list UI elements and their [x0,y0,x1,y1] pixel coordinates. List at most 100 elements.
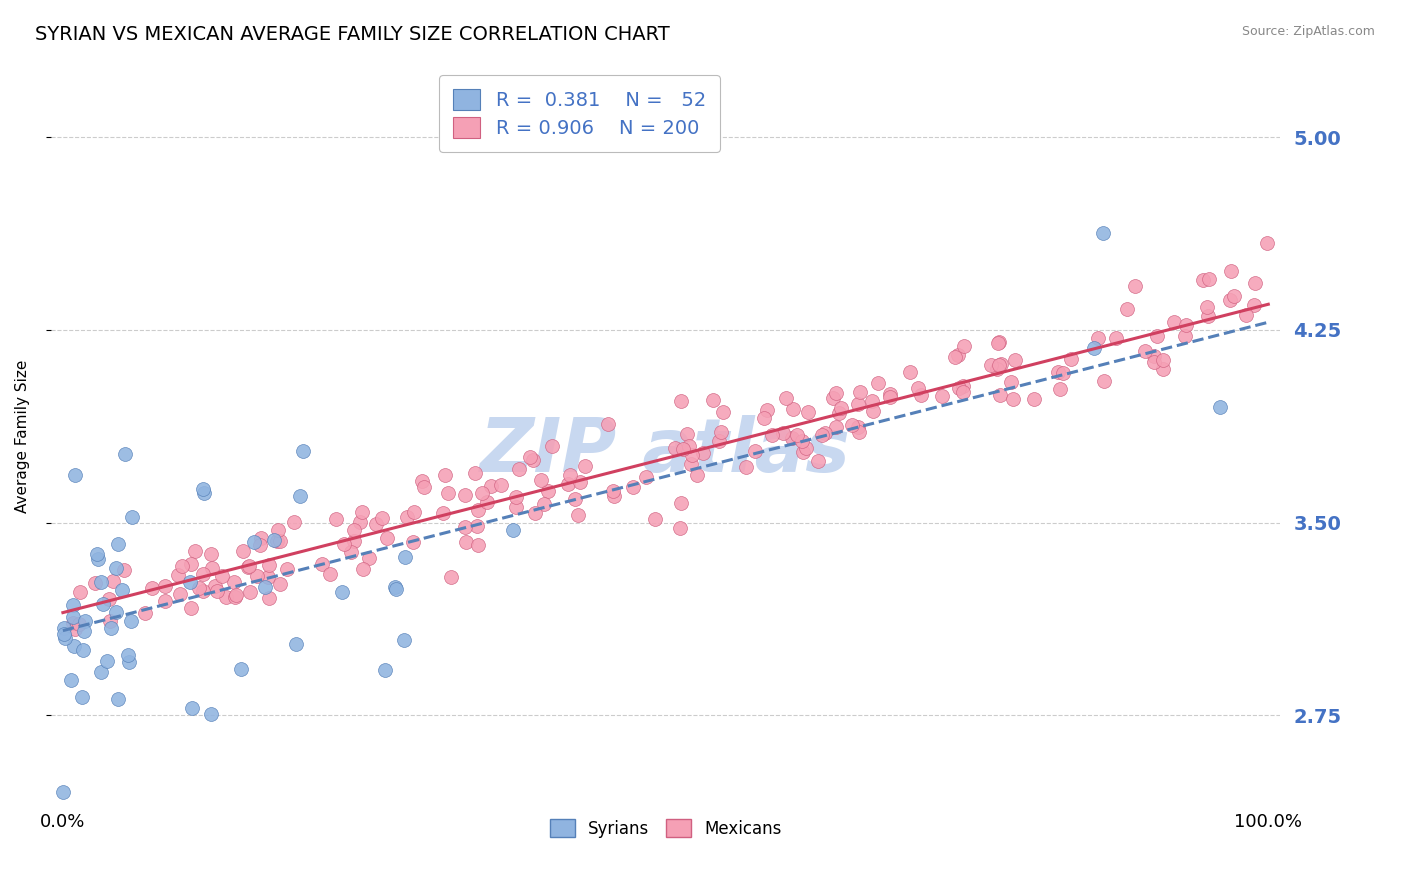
Point [1222,289,1244,303]
Point [668,521,690,535]
Point [744,444,766,458]
Point [1152,362,1174,376]
Point [811,427,834,442]
Point [464,466,486,480]
Point [1192,273,1215,287]
Point [522,452,544,467]
Point [1022,392,1045,406]
Point [62,598,84,612]
Point [471,486,494,500]
Point [711,405,734,419]
Point [537,483,560,498]
Point [117,648,139,662]
Point [211,569,233,583]
Point [246,569,269,583]
Point [319,566,342,581]
Point [1197,300,1219,314]
Point [52,621,75,635]
Point [180,557,202,571]
Point [257,558,280,572]
Point [1060,352,1083,367]
Point [90,665,112,679]
Point [1243,276,1265,290]
Point [780,431,803,445]
Point [990,358,1012,372]
Point [1091,226,1114,240]
Point [201,561,224,575]
Point [91,597,114,611]
Point [596,417,619,431]
Point [524,506,547,520]
Point [479,479,502,493]
Point [187,581,209,595]
Point [69,584,91,599]
Point [603,489,626,503]
Point [292,444,315,458]
Point [686,467,709,482]
Point [735,459,758,474]
Point [90,575,112,590]
Point [193,486,215,500]
Point [1092,374,1115,388]
Point [207,583,229,598]
Point [62,609,84,624]
Point [96,655,118,669]
Point [118,656,141,670]
Point [357,550,380,565]
Point [467,538,489,552]
Point [828,406,851,420]
Point [184,543,207,558]
Point [169,587,191,601]
Point [669,496,692,510]
Point [709,425,731,439]
Point [664,441,686,455]
Point [172,559,194,574]
Point [120,615,142,629]
Point [179,574,201,589]
Point [602,483,624,498]
Point [364,516,387,531]
Point [167,567,190,582]
Point [761,428,783,442]
Point [114,446,136,460]
Point [232,544,254,558]
Point [384,580,406,594]
Point [83,575,105,590]
Point [180,700,202,714]
Point [394,632,416,647]
Point [1163,315,1185,329]
Point [907,381,929,395]
Point [60,673,83,687]
Point [238,560,260,574]
Point [433,468,456,483]
Point [1198,272,1220,286]
Point [678,439,700,453]
Point [986,362,1008,376]
Point [385,582,408,596]
Point [121,509,143,524]
Point [215,590,238,604]
Point [1123,279,1146,293]
Point [141,581,163,595]
Point [1087,331,1109,345]
Point [533,497,555,511]
Point [266,534,288,549]
Point [988,388,1011,402]
Point [1174,318,1197,332]
Point [87,552,110,566]
Point [567,508,589,522]
Point [401,535,423,549]
Point [879,387,901,401]
Point [946,348,969,362]
Point [375,531,398,545]
Point [1146,329,1168,343]
Point [353,561,375,575]
Point [952,379,974,393]
Point [681,458,703,472]
Point [239,585,262,599]
Point [454,488,477,502]
Point [1197,309,1219,323]
Point [191,482,214,496]
Point [1000,375,1022,389]
Point [97,592,120,607]
